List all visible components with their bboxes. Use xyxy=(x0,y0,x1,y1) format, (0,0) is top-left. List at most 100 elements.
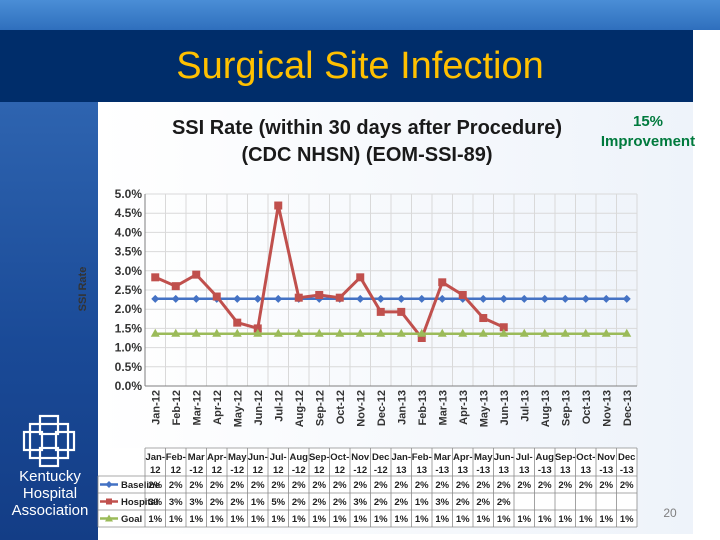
y-axis-label: SSI Rate xyxy=(77,267,89,312)
hospital-table-cell: 1% xyxy=(251,497,265,508)
table-header-year: 13 xyxy=(560,465,571,476)
baseline-table-cell: 2% xyxy=(497,480,511,491)
hospital-point xyxy=(499,323,508,332)
hospital-table-cell: 2% xyxy=(476,497,490,508)
hospital-table-cell: 2% xyxy=(374,497,388,508)
table-header-month: May xyxy=(228,452,247,463)
logo-text: Kentucky Hospital Association xyxy=(2,468,98,519)
title-bar-edge xyxy=(693,30,720,102)
hospital-table-cell: 2% xyxy=(292,497,306,508)
table-header-month: Sep- xyxy=(555,452,576,463)
goal-point xyxy=(314,328,324,337)
table-header-month: Oct- xyxy=(330,452,349,463)
x-tick-label: Sep-13 xyxy=(560,390,572,426)
goal-point xyxy=(273,328,283,337)
table-header-month: Sep- xyxy=(309,452,330,463)
hospital-table-cell: 3% xyxy=(148,497,162,508)
hospital-table-cell: 3% xyxy=(169,497,183,508)
x-tick-label: Jul-12 xyxy=(273,390,285,422)
goal-table-cell: 1% xyxy=(394,514,408,525)
table-header-month: Mar xyxy=(434,452,451,463)
goal-point xyxy=(622,328,632,337)
x-tick-label: Jul-13 xyxy=(519,390,531,422)
baseline-point xyxy=(499,294,508,303)
y-tick-label: 5.0% xyxy=(115,187,143,201)
table-header-month: Jan- xyxy=(391,452,411,463)
goal-point xyxy=(499,328,509,337)
table-header-month: Jul- xyxy=(516,452,533,463)
axes xyxy=(144,194,637,387)
goal-table-cell: 1% xyxy=(169,514,183,525)
x-tick-label: May-12 xyxy=(232,390,244,427)
data-table: Jan-12Feb-12Mar-12Apr-12May-12Jun-12Jul-… xyxy=(97,447,638,528)
goal-point xyxy=(355,328,365,337)
goal-point xyxy=(519,328,529,337)
baseline-table-cell: 2% xyxy=(251,480,265,491)
table-header-year: 12 xyxy=(170,465,181,476)
table-header-month: May xyxy=(474,452,493,463)
goal-table-cell: 1% xyxy=(312,514,326,525)
baseline-point xyxy=(561,294,570,303)
table-header-year: 13 xyxy=(416,465,427,476)
goal-point xyxy=(437,328,447,337)
goal-table-cell: 1% xyxy=(292,514,306,525)
baseline-table-cell: 2% xyxy=(435,480,449,491)
hospital-point xyxy=(151,273,160,282)
table-header-year: -13 xyxy=(435,465,449,476)
goal-table-cell: 1% xyxy=(599,514,613,525)
page-number: 20 xyxy=(663,506,677,520)
baseline-point xyxy=(233,294,242,303)
goal-legend-marker xyxy=(105,514,113,522)
table-header-month: Aug xyxy=(536,452,555,463)
hospital-legend-label: Hospital xyxy=(121,497,158,508)
hospital-point xyxy=(315,290,324,299)
table-header-year: -13 xyxy=(599,465,613,476)
x-tick-label: Oct-12 xyxy=(335,390,347,424)
table-header-month: Nov xyxy=(351,452,370,463)
series-group xyxy=(150,201,632,342)
baseline-point xyxy=(417,294,426,303)
baseline-table-cell: 2% xyxy=(620,480,634,491)
goal-point xyxy=(458,328,468,337)
hospital-table-cell: 3% xyxy=(435,497,449,508)
gridlines xyxy=(144,193,638,386)
x-tick-label: Mar-13 xyxy=(437,390,449,425)
baseline-legend-label: Baseline xyxy=(121,480,160,491)
improvement-label: Improvement xyxy=(600,133,696,150)
hospital-point xyxy=(417,334,426,342)
baseline-table-cell: 2% xyxy=(353,480,367,491)
table-header-month: Apr- xyxy=(453,452,473,463)
title-bar xyxy=(0,30,693,102)
baseline-table-cell: 2% xyxy=(292,480,306,491)
goal-table-cell: 1% xyxy=(538,514,552,525)
hospital-table-cell: 2% xyxy=(230,497,244,508)
hospital-table-cell: 3% xyxy=(353,497,367,508)
baseline-table-cell: 2% xyxy=(394,480,408,491)
y-tick-label: 1.0% xyxy=(115,341,143,355)
goal-table-cell: 1% xyxy=(517,514,531,525)
hospital-point xyxy=(479,314,488,323)
goal-point xyxy=(150,328,160,337)
goal-point xyxy=(335,328,345,337)
goal-table-cell: 1% xyxy=(558,514,572,525)
table-header-year: 13 xyxy=(396,465,407,476)
goal-point xyxy=(540,328,550,337)
goal-table-cell: 1% xyxy=(415,514,429,525)
hospital-table-cell: 2% xyxy=(210,497,224,508)
table-header-year: -13 xyxy=(538,465,552,476)
table-header-month: Jan- xyxy=(145,452,165,463)
hospital-table-cell: 3% xyxy=(189,497,203,508)
x-tick-label: Jan-13 xyxy=(396,390,408,425)
hospital-table-cell: 2% xyxy=(333,497,347,508)
baseline-table-cell: 2% xyxy=(333,480,347,491)
goal-point xyxy=(396,328,406,337)
goal-table-cell: 1% xyxy=(148,514,162,525)
baseline-table-cell: 2% xyxy=(579,480,593,491)
baseline-table-cell: 2% xyxy=(538,480,552,491)
baseline-table-cell: 2% xyxy=(271,480,285,491)
goal-table-cell: 1% xyxy=(189,514,203,525)
baseline-table-cell: 2% xyxy=(148,480,162,491)
y-tick-label: 3.5% xyxy=(115,245,143,259)
table-header-year: 13 xyxy=(457,465,468,476)
